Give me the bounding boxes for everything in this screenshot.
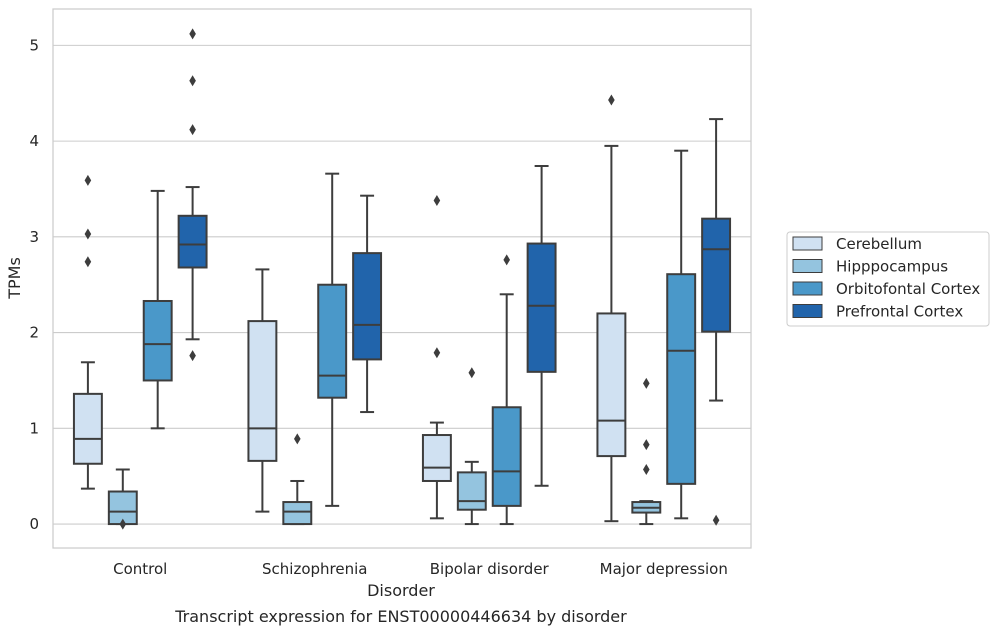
box-iqr xyxy=(177,214,208,269)
y-tick-label: 3 xyxy=(29,228,39,246)
outlier-point xyxy=(643,377,650,389)
box-4-4 xyxy=(701,118,732,526)
box-1-1 xyxy=(72,174,103,490)
outlier-point xyxy=(84,174,92,186)
legend-label: Cerebellum xyxy=(836,235,922,253)
legend-label: Orbitofontal Cortex xyxy=(836,280,980,298)
box-iqr xyxy=(282,501,313,526)
box-2-4 xyxy=(631,377,662,526)
outlier-point xyxy=(643,439,650,451)
y-axis-label: TPMs xyxy=(5,257,24,300)
box-4-1 xyxy=(177,28,208,362)
legend-swatch xyxy=(792,236,823,251)
outlier-point xyxy=(503,254,510,266)
box-3-3 xyxy=(491,254,522,526)
box-1-3 xyxy=(421,194,452,520)
box-2-2 xyxy=(282,433,313,526)
chart-caption: Transcript expression for ENST0000044663… xyxy=(174,607,627,626)
box-iqr xyxy=(456,471,487,511)
y-tick-label: 2 xyxy=(29,324,39,342)
boxes-layer xyxy=(72,28,732,530)
box-iqr xyxy=(701,217,732,333)
outlier-point xyxy=(712,514,720,526)
box-iqr xyxy=(421,434,452,482)
box-iqr xyxy=(72,392,103,465)
outlier-point xyxy=(84,228,92,240)
box-iqr xyxy=(317,283,348,399)
x-tick-labels: Control Schizophrenia Bipolar disorder Majo… xyxy=(113,560,728,578)
box-2-1 xyxy=(107,468,138,530)
box-iqr xyxy=(526,242,557,373)
y-tick-label: 4 xyxy=(29,132,39,150)
x-tick-label: Schizophrenia xyxy=(262,560,367,578)
plot-frame xyxy=(52,8,752,549)
legend-label: Prefrontal Cortex xyxy=(836,303,963,321)
legend-swatch xyxy=(792,281,823,296)
box-1-4 xyxy=(596,94,627,523)
box-iqr xyxy=(596,312,627,458)
legend-swatch xyxy=(792,304,823,318)
outlier-point xyxy=(294,433,301,445)
box-1-2 xyxy=(247,268,278,513)
outlier-point xyxy=(433,347,441,359)
box-3-2 xyxy=(317,172,348,507)
y-tick-label: 5 xyxy=(29,36,39,54)
box-3-1 xyxy=(142,189,173,430)
outlier-point xyxy=(189,124,196,136)
x-tick-label: Bipolar disorder xyxy=(430,560,550,578)
y-tick-label: 1 xyxy=(29,419,39,437)
y-tick-labels: 0 1 2 3 4 5 xyxy=(29,36,39,533)
x-tick-label: Major depression xyxy=(600,560,728,578)
box-3-4 xyxy=(666,149,697,520)
box-iqr xyxy=(247,320,278,462)
outlier-point xyxy=(189,350,196,362)
outlier-point xyxy=(608,94,615,106)
box-iqr xyxy=(666,273,697,485)
box-4-2 xyxy=(352,194,383,414)
box-iqr xyxy=(491,406,522,507)
outlier-point xyxy=(189,28,196,40)
legend-swatch xyxy=(792,259,823,273)
legend-label: Hipppocampus xyxy=(836,258,948,276)
box-2-3 xyxy=(456,367,487,526)
y-tick-label: 0 xyxy=(29,515,39,533)
legend-frame xyxy=(786,231,990,327)
outlier-point xyxy=(643,463,650,475)
outlier-point xyxy=(119,518,127,530)
outlier-point xyxy=(84,256,92,268)
box-iqr xyxy=(352,252,383,361)
x-axis-label: Disorder xyxy=(367,581,435,600)
outlier-point xyxy=(468,367,476,379)
x-tick-label: Control xyxy=(113,560,167,578)
box-4-3 xyxy=(526,165,557,487)
legend: Cerebellum Hipppocampus Orbitofontal Corte… xyxy=(786,231,990,327)
outlier-point xyxy=(189,75,196,87)
box-iqr xyxy=(142,299,173,382)
outlier-point xyxy=(433,194,441,206)
